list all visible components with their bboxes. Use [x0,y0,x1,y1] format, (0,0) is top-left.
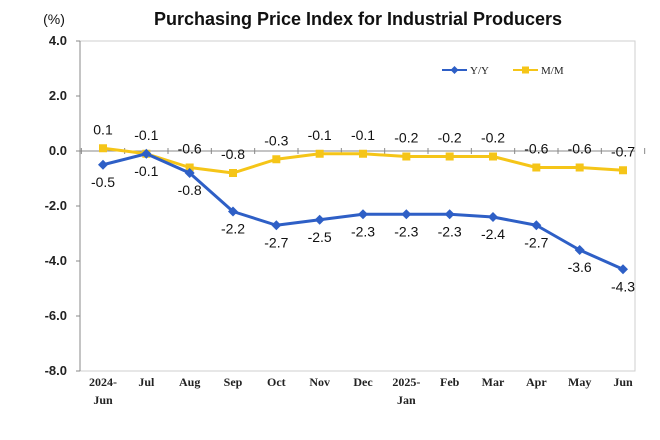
x-tick-label: 2024-Jun [89,375,117,407]
data-point [575,163,584,172]
y-tick-label: 4.0 [49,33,67,48]
data-label: -0.6 [524,141,548,157]
data-point [272,155,281,164]
data-label: -2.3 [394,223,418,239]
data-label: -0.1 [134,127,158,143]
series-m-m: 0.1 -0.1 -0.6 -0.8 -0.3 -0.1 -0.1 -0.2 -0.2 -0.2 -… [93,121,635,177]
series-layer: 0.1 -0.1 -0.6 -0.8 -0.3 -0.1 -0.1 -0.2 -0.2 -0.2 -… [91,121,635,294]
y-tick-label: 2.0 [49,88,67,103]
data-point [531,220,542,231]
x-tick-label: Jul [138,375,155,389]
data-point [401,209,412,220]
data-label: -2.4 [481,226,505,242]
data-label: -0.6 [568,141,592,157]
data-point [445,152,454,161]
data-point [98,159,108,170]
data-point [489,152,497,161]
data-point [141,148,152,159]
data-point [314,214,325,225]
data-label: -0.2 [394,130,418,146]
data-point [532,163,541,172]
data-point [359,149,367,158]
data-point [618,264,628,275]
chart-title: Purchasing Price Index for Industrial Pr… [154,9,562,29]
y-tick-label: -6.0 [45,308,67,323]
series-y-y: -0.5 -0.1 -0.8 -2.2 -2.7 -2.5 -2.3 -2.3 -2.3 -2.4… [91,148,635,294]
data-label: -0.6 [178,141,202,157]
data-point [574,245,585,255]
x-tick-label: Dec [353,375,373,389]
data-label: -2.3 [438,223,462,239]
legend-item: M/M [513,65,564,77]
x-tick-label: Nov [309,375,330,389]
data-point [619,166,627,175]
data-label: -0.3 [264,132,288,148]
data-point [184,168,195,178]
x-tick-label: Jun [613,375,633,389]
legend: Y/Y M/M [442,65,564,77]
x-tick-label: May [568,375,591,389]
data-point [358,209,368,220]
y-axis: 4.0 2.0 0.0 -2.0 -4.0 -6.0 -8.0 [45,33,81,378]
y-tick-label: -4.0 [45,253,67,268]
data-label: 0.1 [93,121,113,137]
legend-item: Y/Y [442,65,489,77]
x-tick-label: Sep [224,375,243,389]
data-label: -0.7 [611,143,635,159]
y-axis-unit-label: (%) [43,11,65,27]
y-tick-label: -2.0 [45,198,67,213]
x-tick-label: Oct [267,375,286,389]
y-tick-label: -8.0 [45,363,67,378]
x-axis: 2024-Jun Jul Aug Sep Oct Nov Dec 2025-Jan Feb Mar… [80,148,646,407]
data-label: -0.8 [178,182,202,198]
x-tick-label: Mar [482,375,505,389]
legend-marker [450,66,459,74]
data-point [185,163,194,172]
data-label: -2.2 [221,221,245,237]
data-point [315,149,324,158]
data-label: -2.7 [264,234,288,250]
data-label: -2.3 [351,223,375,239]
x-tick-label: 2025-Jan [392,375,420,407]
legend-label: M/M [541,65,564,77]
data-point [444,209,455,220]
data-label: -2.7 [524,234,548,250]
data-point [229,169,237,177]
data-label: -0.1 [308,127,332,143]
x-tick-label: Feb [440,375,460,389]
y-tick-label: 0.0 [49,143,67,158]
legend-label: Y/Y [470,65,489,77]
data-label: -0.5 [91,174,115,190]
data-label: -3.6 [568,259,592,275]
data-point [488,212,498,222]
data-point [402,152,411,161]
data-label: -4.3 [611,278,635,294]
data-label: -0.2 [438,130,462,146]
plot-frame [79,40,636,372]
data-label: -0.1 [134,163,158,179]
data-point [228,206,238,217]
data-label: -2.5 [308,229,332,245]
x-tick-label: Apr [526,375,547,389]
x-tick-label: Aug [179,375,200,389]
data-point [99,144,107,153]
data-point [271,220,282,231]
data-label: -0.1 [351,127,375,143]
legend-marker [522,66,529,74]
data-label: -0.8 [221,146,245,162]
data-label: -0.2 [481,130,505,146]
